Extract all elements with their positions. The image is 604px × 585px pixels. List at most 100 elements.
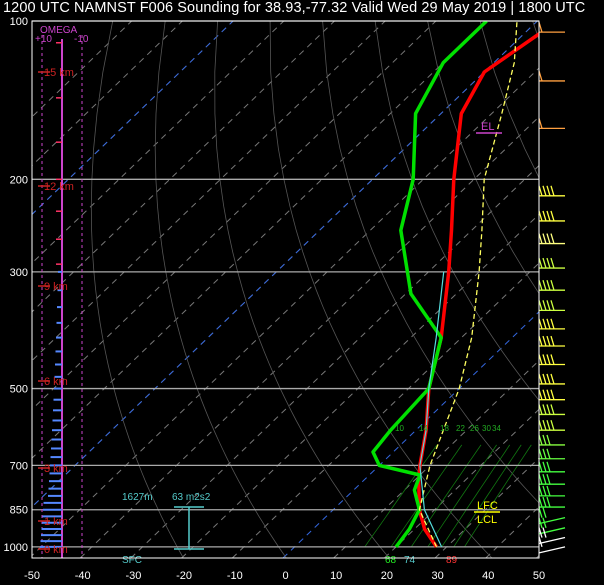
wind-barb-flag [550, 210, 555, 222]
wind-barb-flag [546, 434, 551, 446]
wind-barb-flag [546, 257, 551, 269]
isotherm-line [32, 21, 335, 313]
surface-temp: 89 [446, 555, 458, 566]
wind-barb-flag [542, 318, 547, 330]
dry-adiabat-line [90, 21, 184, 558]
sounding-title: 1200 UTC NAMNST F006 Sounding for 38.93,… [3, 0, 586, 16]
wind-barb-flag [550, 300, 555, 311]
isotherm-lines [32, 21, 539, 558]
wind-barb-flag [546, 420, 551, 431]
helicity-value: 63 m2s2 [172, 492, 211, 503]
omega-minus-label: -10 [74, 34, 89, 45]
mixing-ratio-label: 34 [492, 424, 501, 433]
pressure-tick-label: 100 [10, 16, 28, 28]
wind-barb-flag [550, 373, 555, 385]
isotherm-line [79, 116, 539, 558]
wind-barb-flag [546, 279, 551, 291]
temp-tick-label: -50 [24, 570, 40, 582]
wind-barb-staff [538, 546, 566, 554]
height-label: 3 km [44, 463, 68, 475]
mixing-ratio-line [453, 444, 522, 548]
mixing-ratio-label: 30 [482, 424, 491, 433]
wind-barb-flag [542, 335, 547, 347]
wind-barbs [538, 21, 566, 554]
wind-barb-flag [542, 517, 547, 529]
height-label: 6 km [44, 376, 68, 388]
lcl-label: LCL [477, 514, 497, 526]
dry-adiabat-line [154, 21, 287, 558]
sfc-label: SFC [122, 555, 142, 566]
wind-barb-flag [542, 300, 547, 311]
temp-tick-label: 0 [282, 570, 288, 582]
isobar-lines [32, 20, 539, 548]
isotherm-line [32, 21, 437, 411]
wind-barb-flag [546, 210, 551, 222]
wind-barb-flag [542, 473, 547, 485]
pressure-tick-label: 300 [10, 267, 28, 279]
isotherm-line [32, 21, 285, 264]
dry-adiabat-line [214, 21, 390, 558]
wind-barb-flag [546, 404, 551, 415]
wind-barb-flag [542, 496, 547, 508]
wind-barb-flag [542, 354, 547, 365]
wind-barb-flag [542, 389, 547, 400]
wind-barb-flag [546, 335, 551, 347]
wind-barb-flag [550, 420, 555, 431]
wind-barb-flag [546, 373, 551, 385]
wind-barb-flag [550, 257, 555, 269]
pressure-tick-label: 700 [10, 460, 28, 472]
parcel-line [418, 21, 518, 548]
temp-tick-label: 20 [381, 570, 393, 582]
mixing-ratio-label: 18 [440, 424, 449, 433]
temp-tick-label: 30 [431, 570, 443, 582]
wind-barb-flag [542, 420, 547, 431]
wind-barb-flag [550, 233, 555, 244]
surface-dewpoint: 68 [385, 555, 397, 566]
mixing-ratio-label: 22 [456, 424, 465, 433]
mixing-ratio-label: 10 [395, 424, 404, 433]
temperature-line [416, 31, 539, 548]
wind-barb-flag [550, 335, 555, 347]
wind-barb-flag [546, 300, 551, 311]
wind-barb-flag [546, 496, 551, 508]
wind-barb-flag [546, 354, 551, 365]
height-label: 9 km [44, 281, 68, 293]
wind-barb-flag [550, 185, 555, 197]
wind-barb-flag [546, 461, 551, 473]
wind-barb-flag [546, 473, 551, 485]
wind-barb-flag [542, 461, 547, 473]
dry-adiabat-lines [90, 21, 604, 558]
mixing-ratio-line [464, 444, 532, 548]
wind-barb-flag [542, 233, 547, 244]
dry-adiabat-line [585, 21, 604, 558]
isotherm-line [32, 21, 538, 508]
wind-barb-flag [542, 257, 547, 269]
wind-barb-flag [550, 404, 555, 415]
isotherm-line [32, 21, 386, 362]
isotherm-line [181, 213, 539, 558]
temp-tick-label: 40 [482, 570, 494, 582]
plot-frame [31, 20, 540, 559]
wind-barb-flag [546, 485, 551, 497]
height-label: 1 km [44, 516, 68, 528]
isotherm-line [32, 21, 538, 508]
dry-adiabat-line [269, 21, 493, 558]
omega-plus-label: +10 [35, 34, 52, 45]
isotherm-line [536, 554, 539, 558]
height-label: 0 km [44, 544, 68, 556]
height-value: 1627m [122, 492, 153, 503]
chart-labels: 100 200 300 500 700 850 1000 -50 -40 -30 -20 -10 0 10… [4, 16, 546, 582]
temp-tick-label: -20 [176, 570, 192, 582]
height-label: 12 km [44, 181, 74, 193]
wind-barb-staff [538, 527, 566, 535]
omega-title: OMEGA [40, 25, 78, 36]
el-label: EL [481, 121, 494, 133]
wind-barb-flag [542, 210, 547, 222]
surface-rh: 74 [404, 555, 416, 566]
isotherm-line [32, 21, 487, 459]
wind-barb-flag [542, 434, 547, 446]
wind-barb-flag [546, 318, 551, 330]
wind-barb-staff [538, 517, 566, 525]
